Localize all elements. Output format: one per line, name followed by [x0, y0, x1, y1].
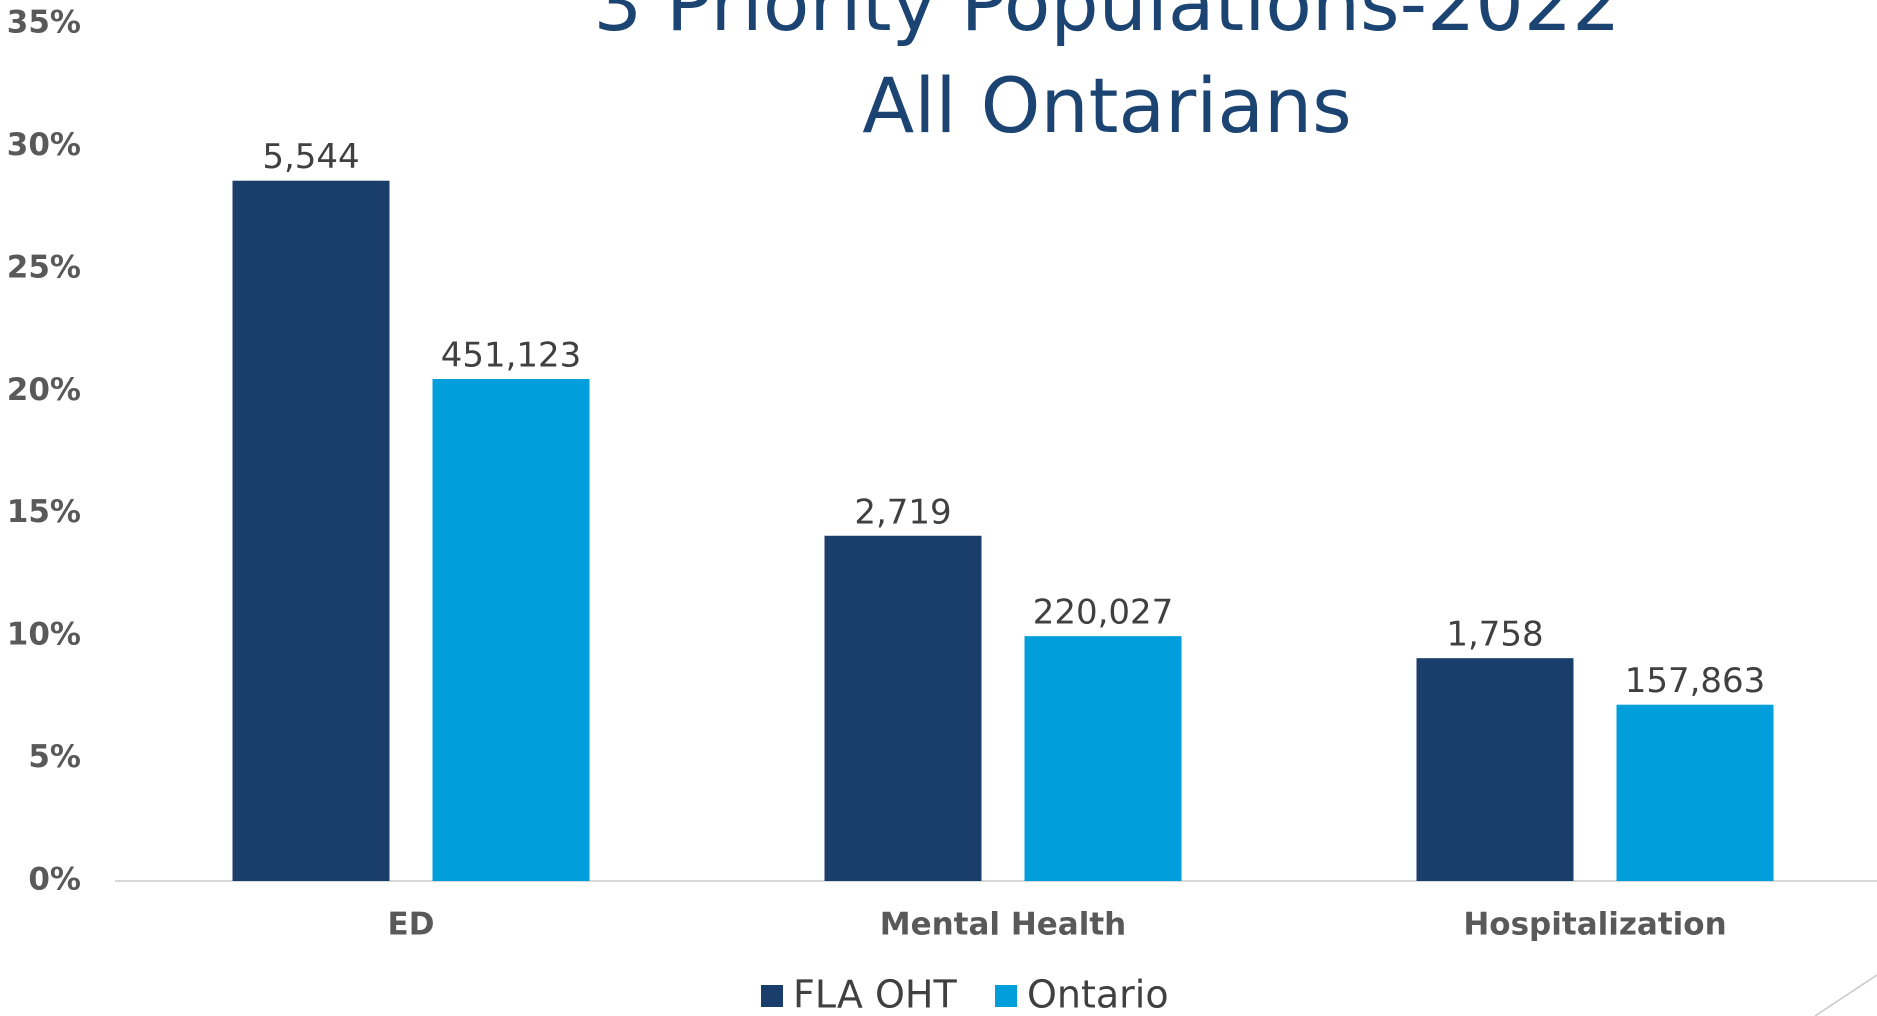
- bar: [432, 379, 590, 881]
- legend-swatch: [761, 985, 783, 1007]
- x-tick-label: ED: [388, 907, 435, 943]
- data-label: 157,863: [1625, 661, 1766, 701]
- legend-swatch: [995, 985, 1017, 1007]
- data-label: 5,544: [262, 137, 359, 177]
- decoration: [1814, 974, 1877, 1016]
- data-label: 1,758: [1446, 615, 1543, 655]
- x-tick-label: Hospitalization: [1463, 907, 1726, 943]
- chart-title: All Ontarians: [862, 61, 1351, 150]
- bar: [824, 535, 982, 881]
- y-tick-label: 25%: [7, 249, 81, 285]
- data-label: 451,123: [441, 336, 582, 376]
- y-tick-label: 30%: [7, 127, 81, 163]
- chart-title: 3 Priority Populations-2022: [594, 0, 1621, 48]
- bar: [232, 180, 390, 882]
- legend-label: Ontario: [1027, 973, 1169, 1016]
- legend-label: FLA OHT: [793, 973, 957, 1016]
- bar: [1616, 704, 1774, 881]
- y-tick-label: 0%: [28, 862, 81, 898]
- y-tick-label: 20%: [7, 372, 81, 408]
- data-label: 2,719: [854, 492, 951, 532]
- y-tick-label: 35%: [7, 5, 81, 41]
- x-tick-label: Mental Health: [880, 907, 1127, 943]
- y-tick-label: 15%: [7, 494, 81, 530]
- bar: [1416, 658, 1574, 881]
- y-tick-label: 5%: [28, 739, 81, 775]
- data-label: 220,027: [1033, 593, 1174, 633]
- bar: [1024, 636, 1182, 881]
- y-tick-label: 10%: [7, 617, 81, 653]
